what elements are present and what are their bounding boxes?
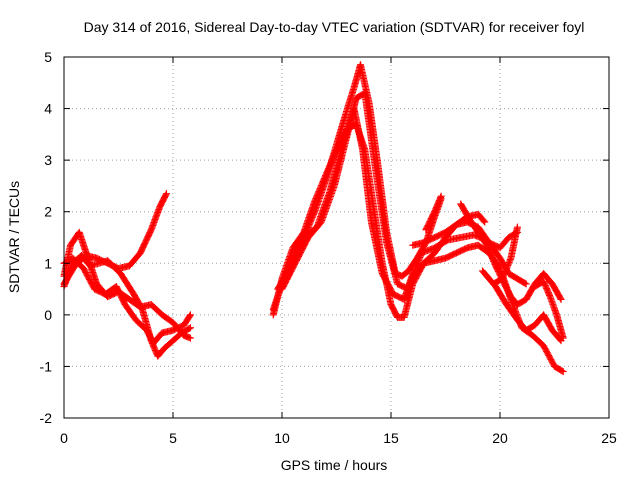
data-point xyxy=(291,254,299,262)
series-track-14 xyxy=(422,192,445,234)
data-point xyxy=(490,259,498,267)
data-point xyxy=(503,263,511,271)
series-track-12 xyxy=(531,277,567,342)
data-point xyxy=(513,223,521,231)
x-tick-label: 10 xyxy=(274,430,290,446)
data-point xyxy=(296,242,304,250)
data-point xyxy=(289,259,297,267)
series-track-8 xyxy=(274,105,521,303)
data-point xyxy=(483,241,491,249)
x-axis-label: GPS time / hours xyxy=(281,457,388,473)
data-point xyxy=(504,261,512,269)
data-point xyxy=(299,236,307,244)
y-tick-label: -1 xyxy=(40,358,53,374)
data-point xyxy=(294,248,302,256)
plot-frame xyxy=(63,56,610,419)
y-tick-label: -2 xyxy=(40,410,53,426)
data-series xyxy=(60,61,567,376)
data-point xyxy=(485,246,493,254)
y-tick-label: 5 xyxy=(44,49,52,65)
data-point xyxy=(484,243,492,251)
data-point xyxy=(293,250,301,258)
data-point xyxy=(162,191,170,199)
y-tick-label: 1 xyxy=(44,255,52,271)
data-point xyxy=(487,250,495,258)
data-point xyxy=(559,368,567,376)
data-point xyxy=(186,324,194,332)
data-point xyxy=(297,241,305,249)
data-point xyxy=(295,245,303,253)
y-tick-label: 2 xyxy=(44,204,52,220)
data-point xyxy=(481,218,489,226)
data-point xyxy=(480,217,488,225)
series-track-4 xyxy=(60,254,194,347)
data-point xyxy=(437,192,445,200)
data-point xyxy=(556,294,564,302)
data-point xyxy=(292,251,300,259)
data-point xyxy=(287,264,295,272)
y-tick-label: 3 xyxy=(44,152,52,168)
data-point xyxy=(506,257,514,265)
data-point xyxy=(557,295,565,303)
series-track-11 xyxy=(479,267,565,345)
data-point xyxy=(486,249,494,257)
data-point xyxy=(503,264,511,272)
data-point xyxy=(162,190,170,198)
x-tick-label: 20 xyxy=(492,430,508,446)
data-point xyxy=(297,239,305,247)
axis-ticks xyxy=(63,56,610,419)
x-tick-label: 5 xyxy=(169,430,177,446)
data-point xyxy=(186,311,194,319)
data-point xyxy=(295,244,303,252)
data-point xyxy=(489,254,497,262)
data-point xyxy=(559,334,567,342)
series-track-10 xyxy=(409,210,489,249)
data-point xyxy=(558,367,566,375)
series-track-13 xyxy=(489,223,521,288)
data-point xyxy=(501,267,509,275)
data-point xyxy=(289,260,297,268)
data-point xyxy=(487,252,495,260)
data-point xyxy=(294,247,302,255)
data-point xyxy=(287,263,295,271)
data-point xyxy=(500,270,508,278)
x-tick-label: 15 xyxy=(383,430,399,446)
y-tick-label: 4 xyxy=(44,101,52,117)
data-point xyxy=(501,269,509,277)
data-point xyxy=(489,256,497,264)
data-point xyxy=(484,244,492,252)
data-point xyxy=(521,279,529,287)
data-point xyxy=(185,324,193,332)
data-point xyxy=(290,257,298,265)
data-point xyxy=(506,256,514,264)
data-point xyxy=(504,260,512,268)
data-point xyxy=(288,261,296,269)
data-point xyxy=(488,253,496,261)
data-point xyxy=(522,280,530,288)
x-tick-label: 25 xyxy=(601,430,617,446)
data-point xyxy=(298,238,306,246)
data-point xyxy=(490,257,498,265)
tick-labels: 0 5 10 15 20 25 -2 -1 0 1 2 3 4 5 xyxy=(40,49,617,446)
x-tick-label: 0 xyxy=(60,430,68,446)
data-point xyxy=(499,273,507,281)
y-axis-label: SDTVAR / TECUs xyxy=(6,181,22,293)
data-point xyxy=(505,259,513,267)
data-point xyxy=(498,275,506,283)
data-point xyxy=(290,256,298,264)
data-point xyxy=(186,334,194,342)
y-tick-label: 0 xyxy=(44,307,52,323)
data-point xyxy=(485,247,493,255)
data-point xyxy=(292,253,300,261)
data-point xyxy=(186,312,194,320)
chart-title: Day 314 of 2016, Sidereal Day-to-day VTE… xyxy=(84,19,585,35)
data-point xyxy=(499,272,507,280)
data-point xyxy=(502,266,510,274)
